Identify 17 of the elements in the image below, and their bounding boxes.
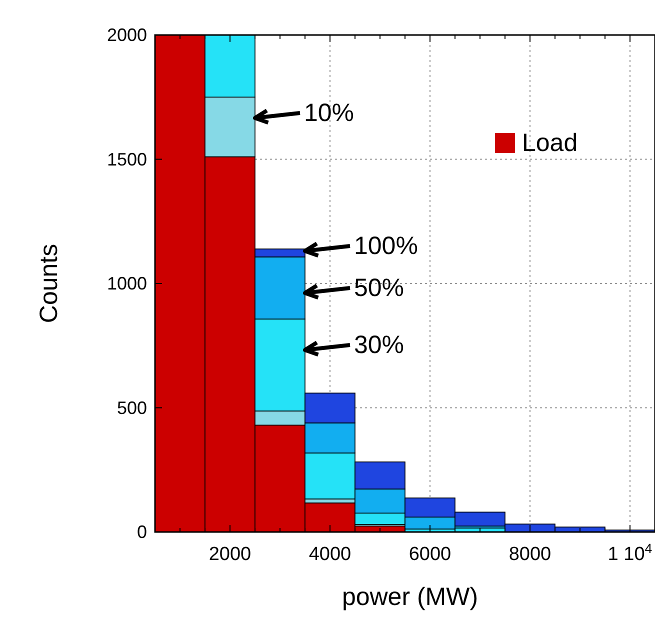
- y-tick-label: 1500: [106, 149, 147, 170]
- x-tick-label: 6000: [408, 544, 452, 565]
- y-tick-label: 1000: [106, 274, 147, 294]
- x-tick-label: 1 10$^{4}$: [608, 540, 652, 565]
- x-tick-label: 2000: [208, 544, 252, 565]
- y-tick-label: 500: [116, 398, 147, 418]
- annotation: 10%: [304, 99, 354, 127]
- y-tick-label: 0: [136, 522, 147, 542]
- y-tick-label: 2000: [106, 25, 147, 45]
- x-axis-title: power (MW): [342, 583, 478, 611]
- annotation: 30%: [354, 331, 404, 359]
- annotation: 100%: [354, 232, 418, 260]
- x-tick-label: 8000: [508, 544, 552, 565]
- y-axis-title: Counts: [35, 244, 63, 324]
- x-tick-label: 4000: [308, 544, 352, 565]
- annotation: 50%: [354, 274, 404, 302]
- legend-label: Load: [522, 129, 578, 157]
